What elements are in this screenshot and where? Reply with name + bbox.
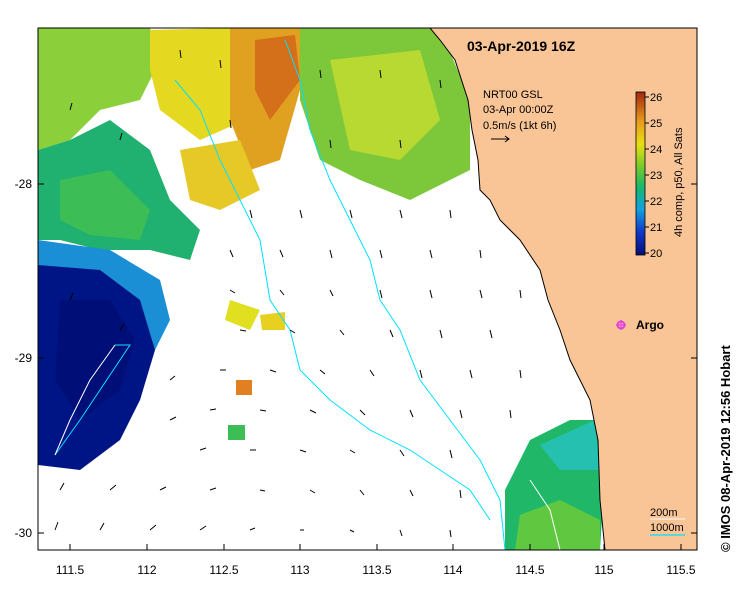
colorbar-tick: 23: [650, 170, 662, 182]
colorbar-label: 4h comp, p50, All Sats: [673, 127, 685, 237]
x-tick-label: 112: [137, 563, 156, 577]
land-mass: [429, 28, 697, 550]
x-tick-label: 115.5: [666, 563, 695, 577]
plot-frame: [37, 27, 698, 551]
colorbar-tick: 26: [650, 92, 662, 104]
colorbar-tick: 21: [650, 222, 662, 234]
x-tick-label: 113.5: [362, 563, 391, 577]
depth-legend-200: 200m: [650, 507, 678, 519]
x-tick-label: 115: [594, 563, 613, 577]
argo-label: Argo: [636, 318, 664, 332]
current-legend: NRT00 GSL 03-Apr 00:00Z 0.5m/s (1kt 6h): [483, 89, 556, 143]
colorbar: 26 25 24 23 22 21 20 4h comp, p50, All S…: [635, 91, 685, 260]
bathymetry-contours: [54, 39, 506, 550]
current-vectors: [54, 49, 522, 538]
colorbar-ramp: [635, 91, 646, 256]
current-info-line2: 03-Apr 00:00Z: [483, 104, 554, 116]
current-info-line1: NRT00 GSL: [483, 89, 543, 101]
y-axis-labels: -28 -29 -30: [15, 177, 33, 540]
x-axis-labels: 111.5 112 112.5 113 113.5 114 114.5 115 …: [56, 563, 696, 577]
sst-field: [38, 28, 605, 550]
current-info-line3: 0.5m/s (1kt 6h): [483, 120, 556, 132]
y-tick-label: -30: [15, 526, 33, 540]
x-tick-label: 114: [443, 563, 462, 577]
y-tick-label: -29: [15, 351, 33, 365]
y-tick-label: -28: [15, 177, 33, 191]
x-tick-label: 112.5: [209, 563, 238, 577]
map-title: 03-Apr-2019 16Z: [467, 38, 576, 54]
x-tick-label: 111.5: [56, 563, 85, 577]
axis-ticks: [38, 183, 697, 550]
credit-text: © IMOS 08-Apr-2019 12:56 Hobart: [718, 345, 733, 552]
scale-arrow-icon: [491, 135, 510, 143]
x-tick-label: 114.5: [515, 563, 544, 577]
x-tick-label: 113: [290, 563, 309, 577]
colorbar-tick: 25: [650, 118, 662, 130]
depth-legend-1000: 1000m: [650, 522, 684, 534]
argo-marker[interactable]: [616, 320, 626, 330]
depth-legend: 200m 1000m: [650, 507, 685, 536]
colorbar-tick: 20: [650, 248, 662, 260]
colorbar-tick: 24: [650, 144, 662, 156]
colorbar-tick: 22: [650, 196, 662, 208]
